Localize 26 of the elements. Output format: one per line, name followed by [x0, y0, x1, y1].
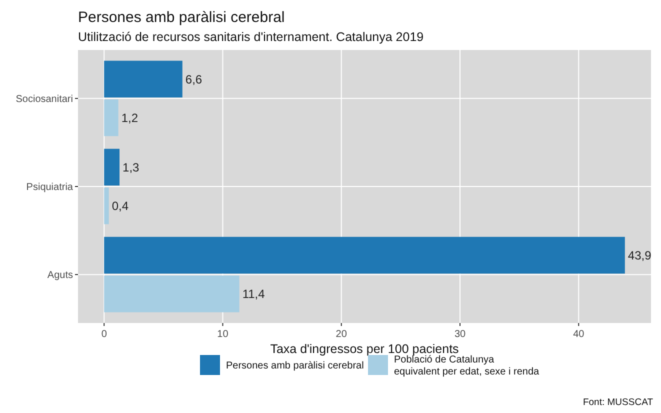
y-tick-label: Psiquiatria: [26, 182, 74, 193]
x-tick-label: 40: [573, 329, 585, 340]
bar: [104, 236, 625, 274]
bar: [104, 187, 109, 224]
legend-label: Persones amb paràlisi cerebral: [226, 360, 364, 372]
x-tick-label: 30: [454, 329, 466, 340]
y-tick-label: Aguts: [47, 270, 73, 282]
x-tick-label: 10: [217, 329, 229, 340]
bar: [104, 99, 118, 136]
x-tick-label: 0: [101, 329, 108, 340]
bar: [104, 60, 182, 98]
data-label: 0,4: [112, 199, 129, 214]
data-label: 6,6: [185, 72, 202, 86]
legend-label: Població de Catalunya equivalent per edat, sexe i renda: [394, 354, 540, 378]
chart-subtitle: Utilització de recursos sanitaris d'internament. Catalunya 2019: [78, 30, 424, 44]
bar: [104, 148, 120, 186]
x-axis-title: Taxa d'ingressos per 100 pacients: [270, 342, 459, 356]
bar: [104, 276, 240, 312]
data-label: 1,3: [122, 160, 140, 174]
data-label: 43,9: [628, 248, 652, 262]
data-label: 1,2: [121, 110, 138, 125]
y-tick-label: Sociosanitari: [16, 94, 73, 105]
data-label: 11,4: [242, 287, 266, 302]
x-tick-label: 20: [336, 329, 348, 340]
text: Font: MUSSCAT: [582, 397, 654, 408]
chart-title: Persones amb paràlisi cerebral: [78, 9, 285, 26]
